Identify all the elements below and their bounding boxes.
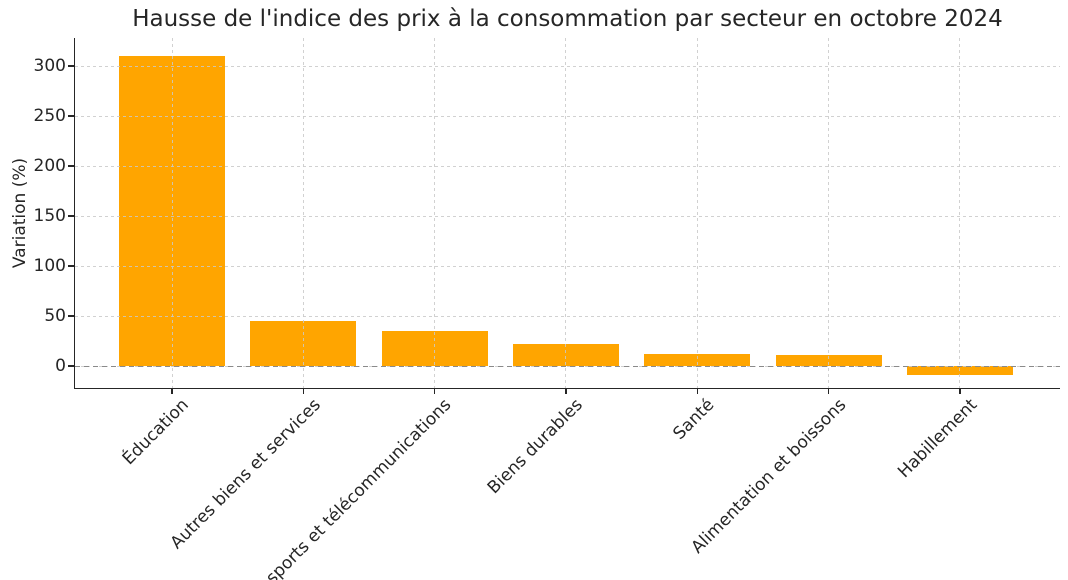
left-spine [73,38,75,390]
y-tick [68,165,75,167]
x-tick-label: Habillement [894,395,982,483]
x-tick-label: Éducation [119,395,194,469]
v-gridline [434,38,436,388]
x-tick [828,388,830,394]
h-gridline [75,266,1060,267]
y-tick [68,215,75,217]
y-tick [68,365,75,367]
v-gridline [171,38,173,388]
x-tick [434,388,436,394]
h-gridline [75,216,1060,217]
x-tick-label: Santé [669,395,719,444]
x-tick [171,388,173,394]
x-tick [959,388,961,394]
y-tick-label: 0 [55,356,66,376]
zero-line [75,366,1060,367]
v-gridline [302,38,304,388]
y-tick [68,115,75,117]
x-tick [302,388,304,394]
x-tick-label: Transports et télécommunications [237,395,456,580]
y-tick-label: 100 [33,256,66,276]
v-gridline [959,38,961,388]
h-gridline [75,66,1060,67]
y-tick [68,65,75,67]
v-gridline [828,38,830,388]
y-tick [68,315,75,317]
x-tick-label: Alimentation et boissons [687,395,850,558]
chart-title: Hausse de l'indice des prix à la consomm… [132,6,1003,32]
h-gridline [75,116,1060,117]
x-tick-label: Autres biens et services [166,395,325,554]
y-tick-label: 200 [33,156,66,176]
y-tick [68,265,75,267]
x-tick [565,388,567,394]
y-tick-label: 150 [33,206,66,226]
x-tick-label: Biens durables [484,395,588,499]
y-tick-label: 300 [33,56,66,76]
x-tick [696,388,698,394]
bottom-spine [73,388,1060,390]
h-gridline [75,316,1060,317]
v-gridline [696,38,698,388]
y-tick-label: 50 [44,306,66,326]
h-gridline [75,166,1060,167]
y-tick-label: 250 [33,106,66,126]
v-gridline [565,38,567,388]
